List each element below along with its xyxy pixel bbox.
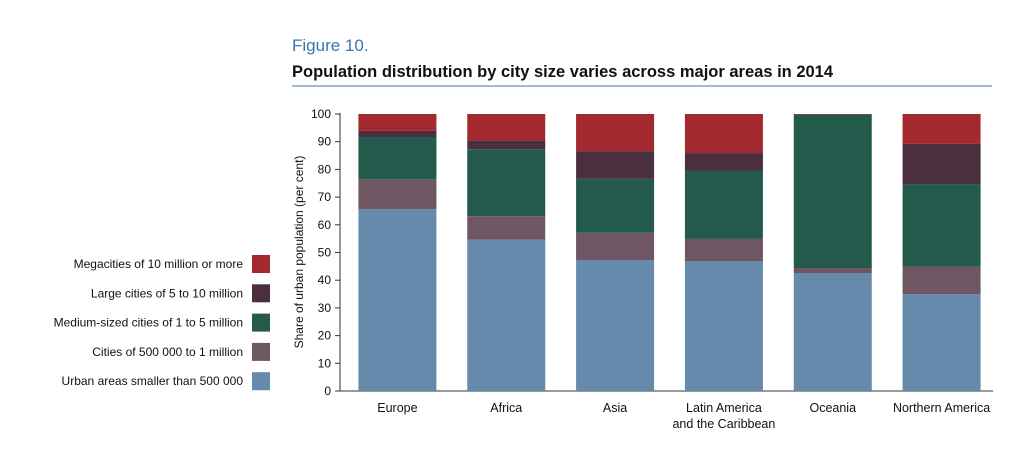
x-tick-label: Northern America — [893, 401, 990, 415]
x-tick-label: and the Caribbean — [672, 417, 775, 431]
legend-swatch — [252, 255, 270, 273]
y-tick-label: 60 — [318, 218, 332, 232]
x-tick-label: Latin America — [686, 401, 762, 415]
bar-segment — [902, 184, 981, 267]
x-tick-label: Europe — [377, 401, 417, 415]
bar-segment — [684, 170, 763, 239]
x-tick-label: Asia — [603, 401, 627, 415]
y-tick-label: 10 — [318, 356, 332, 370]
bar-segment — [902, 114, 981, 144]
legend: Megacities of 10 million or more Large ci… — [54, 255, 270, 391]
bar-segment — [684, 238, 763, 262]
figure-label: Figure 10. — [292, 36, 369, 55]
bar-segment — [902, 294, 981, 391]
bar-segment — [467, 149, 546, 217]
bar-segment — [576, 151, 655, 179]
bar-segment — [793, 114, 872, 115]
bar-segment — [684, 153, 763, 171]
legend-swatch — [252, 342, 270, 361]
bar-segment — [358, 136, 437, 180]
bar-segment — [684, 261, 763, 391]
bar-segment — [467, 216, 546, 240]
bar-segment — [576, 259, 655, 391]
bar-segment — [793, 114, 872, 269]
bars — [358, 114, 981, 391]
legend-label: Large cities of 5 to 10 million — [91, 286, 243, 300]
legend-swatch — [252, 372, 270, 391]
bar-segment — [793, 272, 872, 391]
y-tick-label: 90 — [318, 135, 332, 149]
x-tick-label: Africa — [490, 401, 522, 415]
bar-segment — [576, 232, 655, 260]
bar-segment — [576, 114, 655, 152]
y-tick-label: 100 — [311, 107, 331, 121]
bar-segment — [684, 114, 763, 154]
y-tick-label: 20 — [318, 329, 332, 343]
y-axis: 0 10 20 30 40 50 60 70 80 90 100 — [311, 107, 993, 398]
bar-segment — [902, 143, 981, 185]
bar-segment — [902, 266, 981, 295]
bar-segment — [793, 268, 872, 273]
bar-segment — [358, 179, 437, 210]
bar-segment — [358, 130, 437, 137]
legend-label: Medium-sized cities of 1 to 5 million — [54, 316, 243, 330]
bar-segment — [358, 209, 437, 391]
y-tick-label: 70 — [318, 190, 332, 204]
x-axis: Europe Africa Asia Latin America and the Car… — [377, 401, 990, 431]
x-tick-label: Oceania — [809, 401, 856, 415]
bar-segment — [467, 239, 546, 391]
legend-swatch — [252, 313, 270, 332]
bar-segment — [467, 140, 546, 150]
bar-segment — [467, 114, 546, 141]
y-tick-label: 0 — [324, 384, 331, 398]
y-tick-label: 30 — [318, 301, 332, 315]
y-tick-label: 50 — [318, 246, 332, 260]
chart-title: Population distribution by city size var… — [292, 63, 834, 81]
bar-segment — [576, 178, 655, 233]
y-tick-label: 80 — [318, 162, 332, 176]
y-tick-label: 40 — [318, 273, 332, 287]
legend-label: Megacities of 10 million or more — [74, 257, 244, 271]
legend-label: Urban areas smaller than 500 000 — [62, 374, 244, 388]
y-axis-label: Share of urban population (per cent) — [292, 156, 306, 349]
legend-label: Cities of 500 000 to 1 million — [92, 345, 243, 359]
bar-segment — [358, 114, 437, 131]
legend-swatch — [252, 284, 270, 303]
